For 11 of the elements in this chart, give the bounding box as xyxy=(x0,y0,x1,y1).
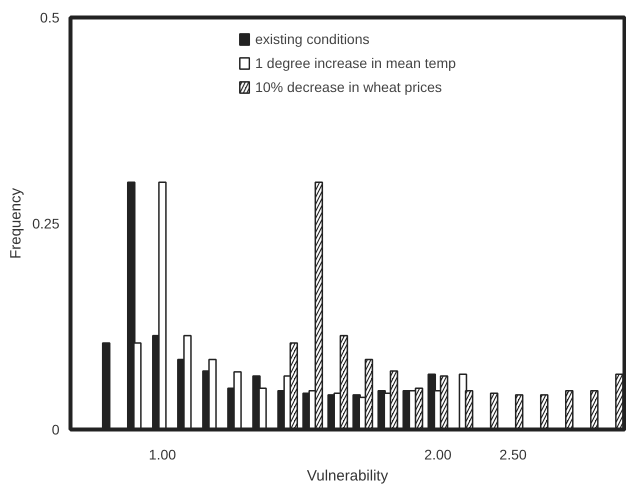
y-axis-title: Frequency xyxy=(7,188,24,259)
x-tick-label: 1.00 xyxy=(148,446,176,462)
x-tick-label: 2.00 xyxy=(424,446,452,462)
y-tick-label: 0.5 xyxy=(40,10,60,26)
x-tick-label: 2.50 xyxy=(499,446,527,462)
y-tick-label: 0 xyxy=(52,422,60,438)
legend-label: 10% decrease in wheat prices xyxy=(255,79,442,95)
x-axis-title: Vulnerability xyxy=(306,468,389,484)
legend-label: 1 degree increase in mean temp xyxy=(255,55,456,71)
legend-label: existing conditions xyxy=(255,31,370,47)
y-tick-label: 0.25 xyxy=(32,216,60,232)
